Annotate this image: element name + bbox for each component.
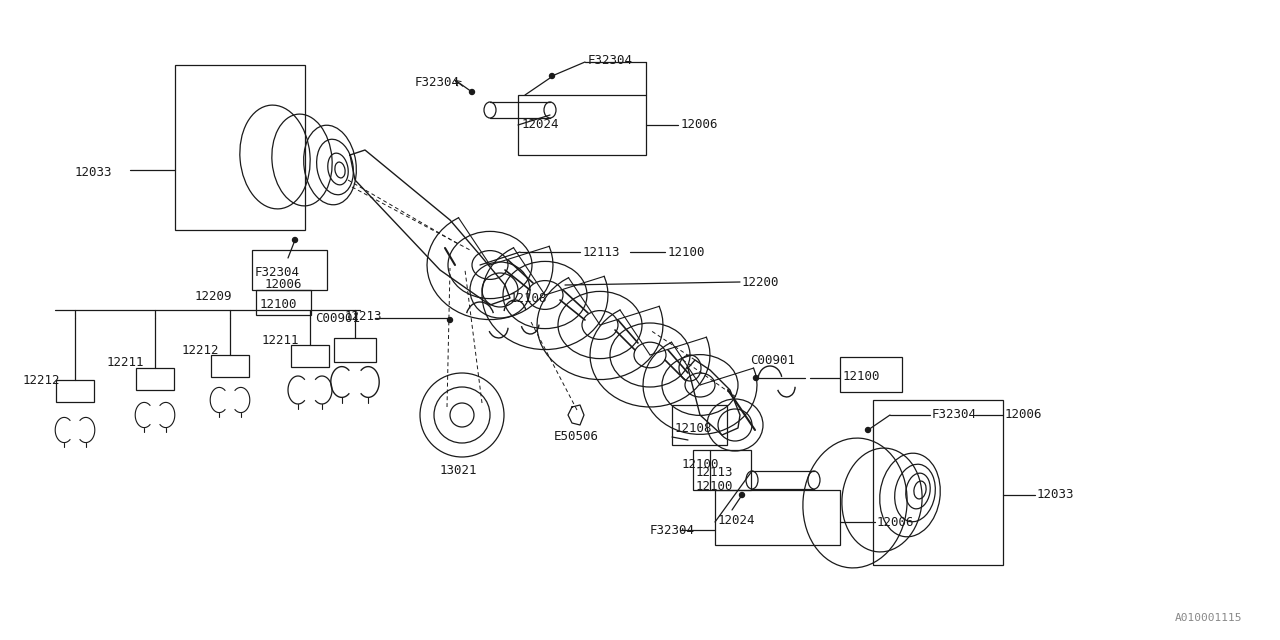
Bar <box>136 368 174 390</box>
Text: 12209: 12209 <box>195 289 233 303</box>
Bar <box>716 490 840 545</box>
Text: F32304: F32304 <box>588 54 634 67</box>
Bar <box>175 65 305 230</box>
Circle shape <box>754 376 759 381</box>
Text: 12108: 12108 <box>675 422 713 435</box>
Text: E50506: E50506 <box>554 431 599 444</box>
Text: 12024: 12024 <box>718 513 755 527</box>
Text: F32304: F32304 <box>650 524 695 536</box>
Bar <box>873 400 1004 565</box>
Text: 12212: 12212 <box>23 374 60 387</box>
Text: F32304: F32304 <box>932 408 977 422</box>
Text: 12033: 12033 <box>76 166 113 179</box>
Text: 13021: 13021 <box>440 463 477 477</box>
Text: C00901: C00901 <box>315 312 360 324</box>
Text: 12100: 12100 <box>844 369 881 383</box>
Text: 12100: 12100 <box>668 246 705 259</box>
Text: F32304: F32304 <box>415 76 460 88</box>
Circle shape <box>448 317 453 323</box>
Text: 12006: 12006 <box>681 118 718 131</box>
Text: C00901: C00901 <box>750 353 795 367</box>
Circle shape <box>865 428 870 433</box>
Bar <box>56 380 93 402</box>
Text: 12213: 12213 <box>346 310 383 323</box>
Text: 12006: 12006 <box>877 515 914 529</box>
Text: 12024: 12024 <box>522 118 559 131</box>
Text: 12006: 12006 <box>265 278 302 291</box>
Text: 12033: 12033 <box>1037 488 1074 502</box>
Bar <box>211 355 250 377</box>
Text: 12113: 12113 <box>582 246 621 259</box>
Text: 12100: 12100 <box>682 458 719 472</box>
Circle shape <box>470 90 475 95</box>
Circle shape <box>293 237 297 243</box>
Bar <box>518 95 646 155</box>
Bar <box>256 290 311 315</box>
Bar <box>291 345 329 367</box>
Bar <box>672 405 727 445</box>
Text: 12211: 12211 <box>262 333 300 346</box>
Text: 12006: 12006 <box>1005 408 1042 422</box>
Text: 12200: 12200 <box>742 275 780 289</box>
Circle shape <box>740 493 745 497</box>
Bar <box>692 450 751 490</box>
Bar <box>252 250 326 290</box>
Text: 12108: 12108 <box>509 291 548 305</box>
Text: 12113: 12113 <box>696 467 733 479</box>
Bar <box>840 357 902 392</box>
Text: 12212: 12212 <box>182 344 219 356</box>
Text: 12100: 12100 <box>696 481 733 493</box>
Bar <box>334 338 376 362</box>
Text: 12211: 12211 <box>108 355 145 369</box>
Circle shape <box>549 74 554 79</box>
Text: 12100: 12100 <box>260 298 297 312</box>
Text: A010001115: A010001115 <box>1175 613 1243 623</box>
Text: F32304: F32304 <box>255 266 300 278</box>
